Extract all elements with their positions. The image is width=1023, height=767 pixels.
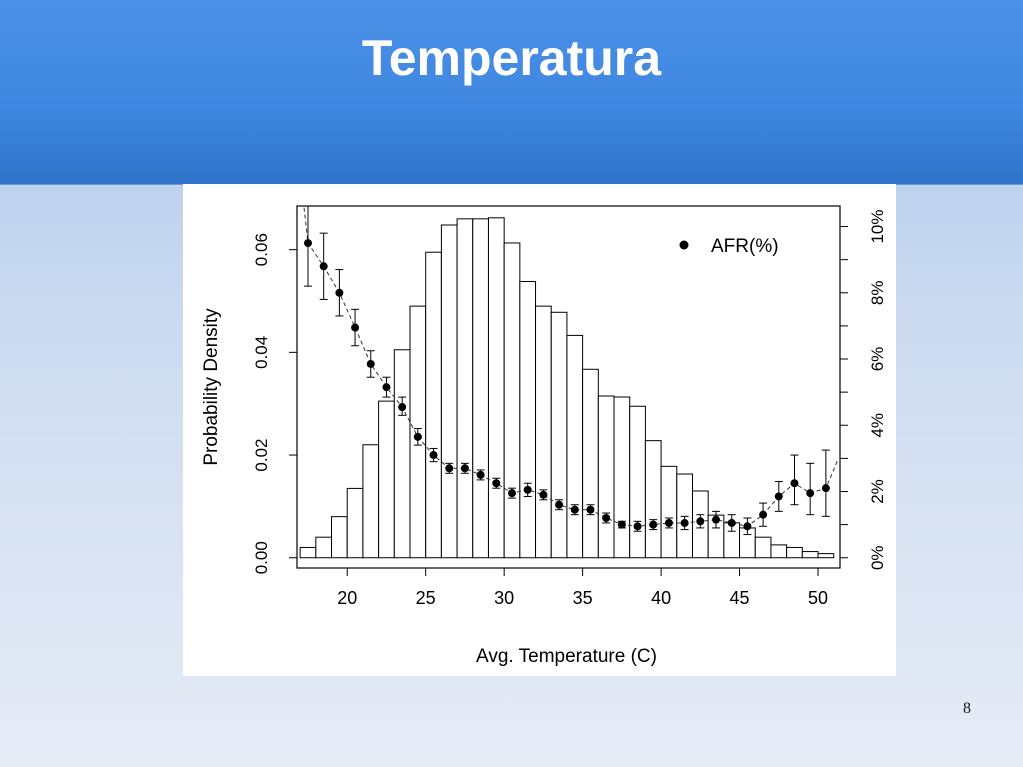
- afr-point: [664, 518, 673, 527]
- afr-point: [649, 520, 658, 529]
- histogram-bar: [660, 465, 678, 559]
- afr-point: [460, 464, 469, 473]
- afr-point: [382, 383, 391, 392]
- afr-point: [492, 479, 501, 488]
- afr-point: [821, 484, 830, 493]
- afr-point: [617, 520, 626, 529]
- histogram-bar: [597, 395, 615, 559]
- histogram-bar: [770, 544, 788, 559]
- histogram-bar: [582, 368, 599, 559]
- afr-point: [429, 451, 438, 460]
- afr-point: [806, 489, 815, 498]
- histogram-bar: [331, 516, 348, 559]
- slide-header: [0, 0, 1023, 116]
- histogram-bar: [440, 224, 458, 559]
- chart-figure: 20 25 30 35 40 45 50 0.00 0.02 0.04 0.06 0% 2% 4% 6% 8%…: [183, 184, 896, 676]
- afr-point: [413, 432, 422, 441]
- histogram-bar: [786, 546, 803, 559]
- histogram-bar: [613, 396, 631, 559]
- histogram-bar: [519, 280, 537, 559]
- afr-point: [602, 513, 611, 522]
- afr-point: [790, 479, 799, 488]
- histogram-bar: [456, 218, 474, 559]
- page-number: 8: [963, 700, 971, 717]
- x-tick-label: 40: [651, 588, 671, 608]
- histogram-bar: [393, 349, 411, 559]
- x-tick-label: 45: [730, 588, 750, 608]
- y2-tick-label: 10%: [868, 210, 887, 244]
- afr-point: [712, 515, 721, 524]
- x-tick-label: 30: [494, 588, 514, 608]
- afr-point: [759, 510, 768, 519]
- afr-point: [680, 518, 689, 527]
- histogram-bar: [362, 444, 380, 559]
- histogram-bar: [425, 251, 442, 559]
- afr-point: [366, 359, 375, 368]
- histogram-bar: [535, 305, 552, 559]
- histogram-bar: [315, 536, 333, 559]
- y-tick-label: 0.04: [252, 336, 271, 369]
- plot-area: [299, 206, 839, 559]
- x-axis-label: Avg. Temperature (C): [476, 646, 657, 667]
- histogram-bar: [346, 487, 364, 559]
- legend-label: AFR(%): [711, 236, 779, 257]
- plot-frame: [296, 205, 841, 569]
- afr-point: [539, 490, 548, 499]
- histogram-bar: [754, 536, 772, 559]
- afr-point: [303, 239, 312, 248]
- histogram-bar: [378, 400, 395, 559]
- afr-point: [319, 262, 328, 271]
- afr-point: [445, 464, 454, 473]
- afr-point: [696, 517, 705, 526]
- histogram-bar: [629, 405, 646, 559]
- afr-point: [774, 492, 783, 501]
- afr-point: [633, 522, 642, 531]
- chart-svg: 20 25 30 35 40 45 50 0.00 0.02 0.04 0.06 0% 2% 4% 6% 8%…: [201, 205, 887, 667]
- y2-tick-label: 4%: [868, 413, 887, 438]
- x-tick-label: 35: [573, 588, 593, 608]
- slide-header-band: [0, 116, 1023, 185]
- afr-point: [570, 505, 579, 514]
- histogram-bar: [550, 311, 568, 559]
- slide-title: Temperatura: [361, 30, 662, 86]
- x-tick-label: 50: [808, 588, 828, 608]
- y2-tick-label: 2%: [868, 479, 887, 504]
- y2-tick-label: 6%: [868, 347, 887, 372]
- afr-point: [555, 500, 564, 509]
- histogram-bar: [503, 242, 521, 559]
- histogram-bar: [817, 553, 835, 559]
- histogram-bar: [644, 440, 662, 559]
- afr-point: [727, 518, 736, 527]
- afr-point: [335, 288, 344, 297]
- histogram-bar: [472, 218, 489, 559]
- afr-point: [586, 505, 595, 514]
- y-tick-label: 0.02: [252, 438, 271, 471]
- y2-tick-label: 8%: [868, 280, 887, 305]
- y-tick-label: 0.06: [252, 233, 271, 266]
- histogram-bar: [299, 546, 317, 559]
- histogram-bar: [801, 551, 819, 559]
- histogram-bar: [566, 334, 584, 559]
- y-tick-label: 0.00: [252, 541, 271, 574]
- afr-point: [523, 485, 532, 494]
- afr-point: [476, 470, 485, 479]
- y-axis-label: Probability Density: [201, 308, 222, 466]
- x-tick-label: 20: [337, 588, 357, 608]
- histogram-bar: [487, 217, 505, 559]
- x-tick-label: 25: [416, 588, 436, 608]
- afr-point: [351, 323, 360, 332]
- legend-marker: [679, 240, 689, 250]
- afr-point: [743, 522, 752, 531]
- y2-tick-label: 0%: [868, 545, 887, 570]
- afr-point: [398, 403, 407, 412]
- afr-point: [508, 489, 517, 498]
